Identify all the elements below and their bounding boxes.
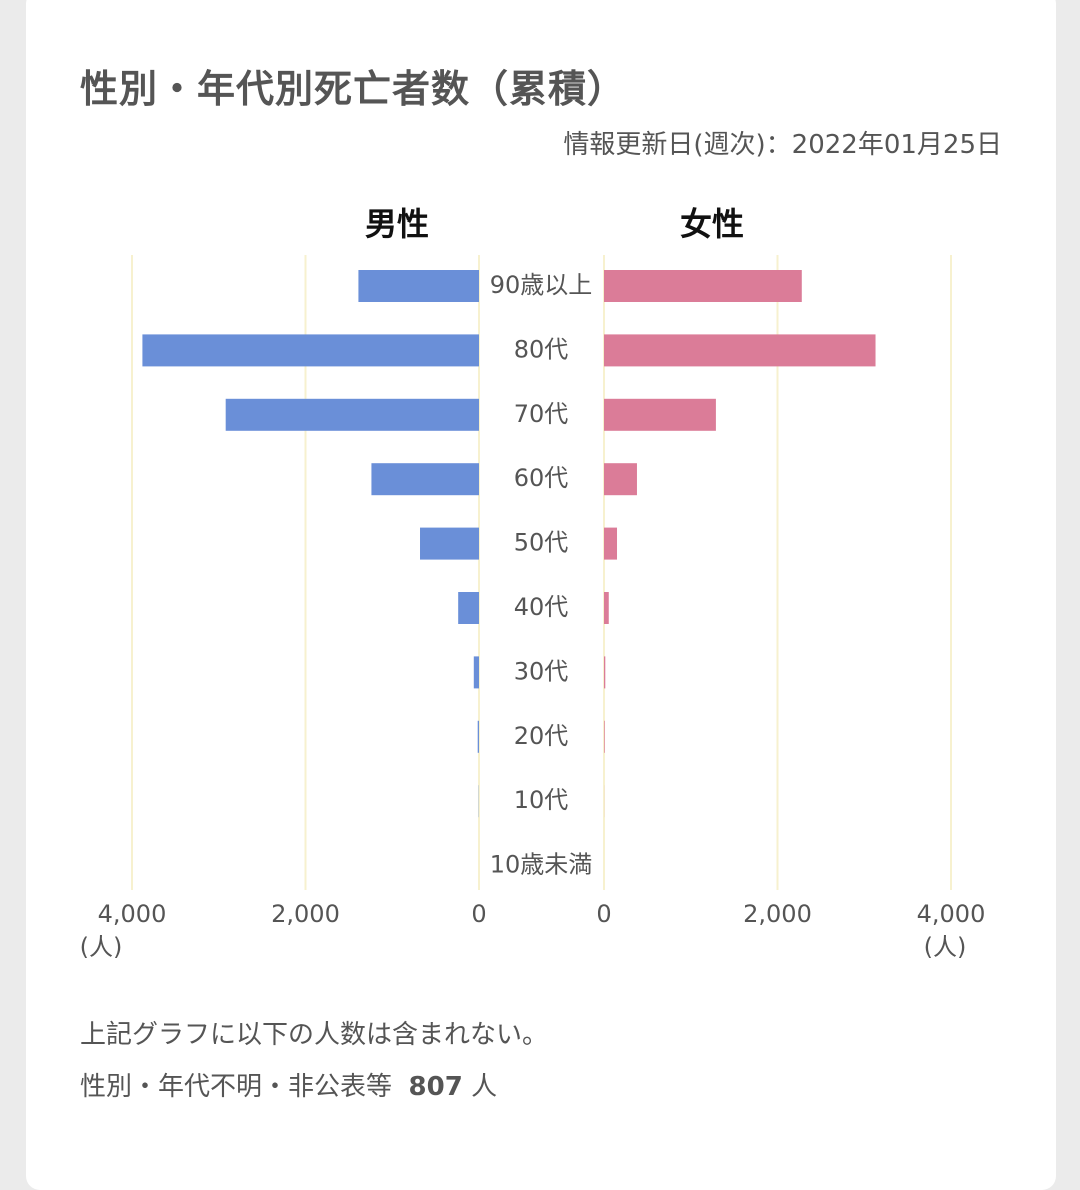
bar-female — [604, 463, 637, 495]
bar-female — [604, 334, 876, 366]
category-label: 10代 — [514, 786, 569, 814]
category-label: 30代 — [514, 657, 569, 685]
x-tick-label: 0 — [596, 900, 611, 928]
bar-female — [604, 721, 605, 753]
bar-female — [604, 399, 716, 431]
bar-female — [604, 270, 802, 302]
footnote-unknown-unit: 人 — [471, 1072, 497, 1102]
x-tick-label: 0 — [471, 900, 486, 928]
bar-male — [478, 721, 479, 753]
x-unit-label-male: (人) — [80, 933, 123, 961]
bar-male — [458, 592, 479, 624]
category-label: 40代 — [514, 593, 569, 621]
bar-male — [142, 334, 479, 366]
category-label: 10歳未満 — [490, 851, 593, 879]
bar-female — [604, 528, 617, 560]
bar-male — [371, 463, 479, 495]
category-label: 20代 — [514, 722, 569, 750]
x-tick-label: 4,000 — [917, 900, 986, 928]
bar-male — [474, 656, 479, 688]
x-tick-label: 4,000 — [98, 900, 167, 928]
bar-male — [358, 270, 479, 302]
category-label: 50代 — [514, 529, 569, 557]
category-label: 60代 — [514, 464, 569, 492]
bar-female — [604, 656, 605, 688]
x-tick-label: 2,000 — [743, 900, 812, 928]
population-pyramid-chart: 男性 女性 90歳以上 80代 70代 60代 50代 40代 30代 20代 10代 10歳未満 4,… — [0, 0, 1080, 1000]
legend-male: 男性 — [365, 205, 429, 243]
category-label: 80代 — [514, 335, 569, 363]
footnote-unknown-count: 807 — [409, 1072, 463, 1102]
bar-male — [420, 528, 479, 560]
footnote-unknown: 性別・年代不明・非公表等 807 人 — [80, 1066, 497, 1103]
legend-female: 女性 — [680, 205, 744, 243]
category-label: 90歳以上 — [490, 271, 593, 299]
category-label: 70代 — [514, 400, 569, 428]
x-tick-label: 2,000 — [271, 900, 340, 928]
footnote-excluded: 上記グラフに以下の人数は含まれない。 — [80, 1014, 548, 1051]
x-unit-label-female: (人) — [924, 933, 967, 961]
bar-male — [226, 399, 479, 431]
bar-female — [604, 592, 609, 624]
footnote-unknown-label: 性別・年代不明・非公表等 — [80, 1072, 392, 1102]
